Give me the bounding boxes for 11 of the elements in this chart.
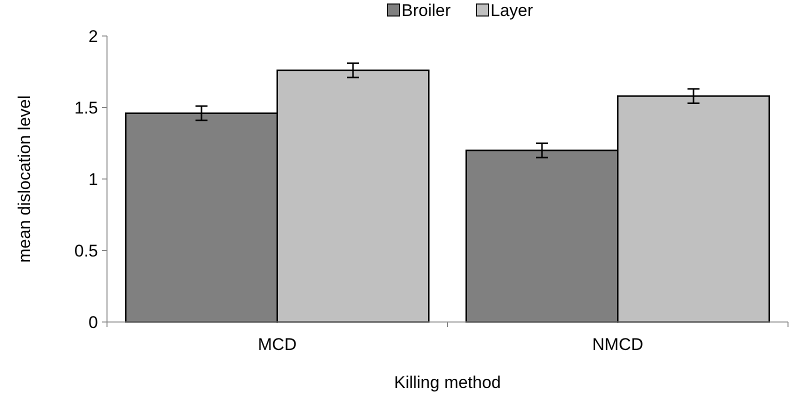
legend-label: Layer	[490, 1, 534, 20]
y-tick-label: 1.5	[74, 98, 98, 118]
y-tick-label: 0	[88, 312, 98, 332]
y-tick-label: 1	[88, 170, 98, 189]
y-tick-label: 0.5	[74, 241, 98, 260]
x-tick-label: NMCD	[592, 335, 644, 354]
y-tick-label: 2	[88, 26, 98, 46]
x-tick-label: MCD	[258, 335, 297, 354]
x-axis-title: Killing method	[394, 373, 501, 392]
y-axis-title: mean dislocation level	[15, 95, 34, 263]
legend-label: Broiler	[402, 1, 451, 20]
